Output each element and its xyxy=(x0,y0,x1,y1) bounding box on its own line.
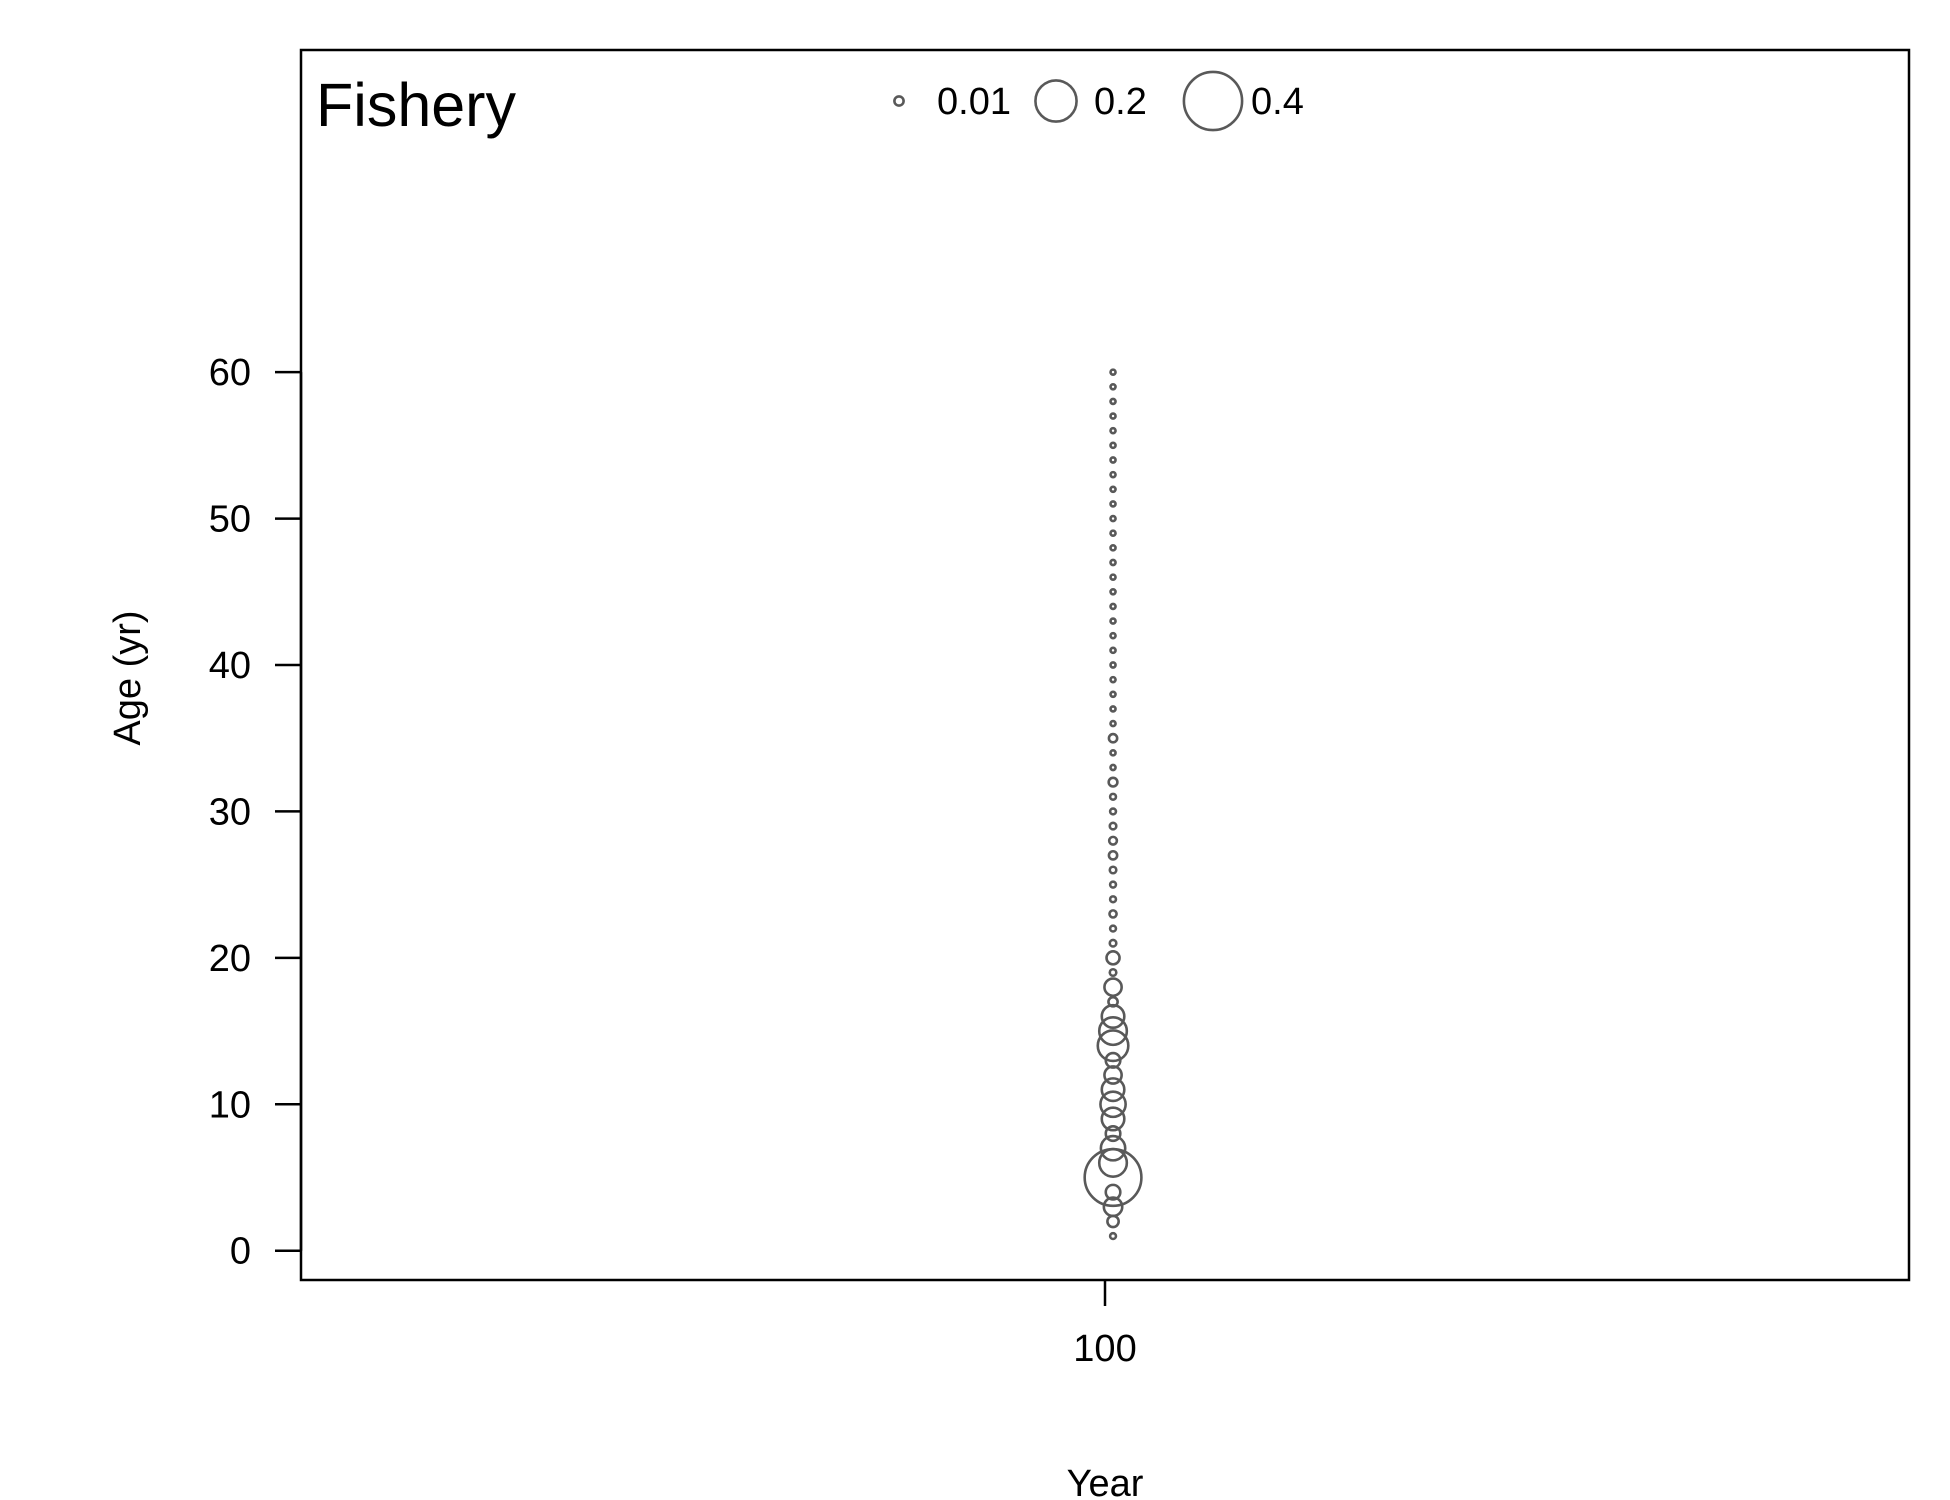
bubble-age-44 xyxy=(1109,602,1117,611)
bubble-age-21 xyxy=(1108,938,1118,948)
bubble-age-38 xyxy=(1109,690,1117,699)
bubble-age-1 xyxy=(1108,1231,1118,1241)
bubble-age-28 xyxy=(1107,835,1119,846)
bubble-age-17 xyxy=(1107,995,1119,1008)
bubble-age-20 xyxy=(1105,950,1121,966)
y-tick-label: 20 xyxy=(209,938,251,980)
bubble-series xyxy=(1083,368,1143,1241)
bubble-age-31 xyxy=(1108,792,1118,801)
bubble-age-26 xyxy=(1108,865,1118,875)
bubble-age-7 xyxy=(1099,1134,1127,1162)
legend-label: 0.01 xyxy=(937,81,1011,123)
bubble-age-41 xyxy=(1109,646,1117,655)
legend-bubble xyxy=(1034,79,1078,123)
bubble-age-57 xyxy=(1109,412,1117,420)
y-tick-label: 0 xyxy=(230,1231,251,1273)
y-tick-label: 10 xyxy=(209,1084,251,1126)
bubble-age-53 xyxy=(1109,470,1117,479)
bubble-age-35 xyxy=(1107,732,1119,744)
bubble-age-55 xyxy=(1109,441,1117,450)
bubble-age-59 xyxy=(1109,382,1117,391)
bubble-age-60 xyxy=(1109,368,1117,376)
legend-label: 0.2 xyxy=(1094,81,1147,123)
bubble-age-33 xyxy=(1109,763,1117,772)
bubble-age-49 xyxy=(1109,529,1117,538)
panel-title: Fishery xyxy=(316,71,516,139)
bubble-age-22 xyxy=(1108,924,1118,933)
bubble-age-34 xyxy=(1109,749,1117,757)
bubble-age-24 xyxy=(1108,895,1118,904)
bubble-age-46 xyxy=(1109,573,1117,581)
bubble-age-50 xyxy=(1109,514,1117,523)
x-axis: 100 xyxy=(1073,1280,1137,1370)
bubble-age-39 xyxy=(1109,675,1117,684)
bubble-age-19 xyxy=(1108,967,1118,978)
bubble-age-48 xyxy=(1109,544,1117,552)
bubble-age-29 xyxy=(1108,821,1118,831)
y-tick-label: 40 xyxy=(209,645,251,687)
legend-bubble xyxy=(1182,70,1244,132)
x-tick-label: 100 xyxy=(1073,1328,1136,1370)
bubble-age-52 xyxy=(1109,485,1117,494)
y-tick-label: 60 xyxy=(209,352,251,394)
bubble-age-36 xyxy=(1109,719,1117,728)
bubble-age-40 xyxy=(1109,661,1117,669)
size-legend: 0.01 0.2 0.4 xyxy=(893,70,1304,132)
bubble-age-14 xyxy=(1096,1029,1130,1063)
bubble-age-2 xyxy=(1106,1214,1120,1229)
bubble-age-37 xyxy=(1109,705,1117,713)
bubble-age-12 xyxy=(1103,1065,1123,1085)
bubble-age-30 xyxy=(1108,807,1118,816)
y-axis-label: Age (yr) xyxy=(107,610,149,745)
bubble-age-42 xyxy=(1109,631,1117,640)
legend-bubble xyxy=(893,95,905,107)
y-tick-label: 30 xyxy=(209,791,251,833)
bubble-age-58 xyxy=(1109,397,1117,406)
bubble-age-3 xyxy=(1102,1196,1124,1218)
bubble-age-51 xyxy=(1109,500,1117,508)
x-axis-label: Year xyxy=(1067,1463,1144,1500)
bubble-age-18 xyxy=(1103,977,1123,998)
y-tick-label: 50 xyxy=(209,499,251,541)
bubble-age-9 xyxy=(1100,1106,1126,1132)
bubble-age-43 xyxy=(1109,617,1117,625)
bubble-age-32 xyxy=(1107,776,1119,788)
bubble-age-47 xyxy=(1109,558,1117,567)
bubble-age-56 xyxy=(1109,426,1117,435)
bubble-age-4 xyxy=(1104,1183,1122,1201)
bubble-age-6 xyxy=(1097,1147,1129,1178)
bubble-age-10 xyxy=(1099,1090,1127,1119)
bubble-age-11 xyxy=(1100,1077,1126,1103)
y-axis: 0 10 20 30 40 50 60 xyxy=(209,352,303,1273)
bubble-age-23 xyxy=(1108,909,1118,919)
bubble-age-8 xyxy=(1104,1125,1122,1143)
bubble-age-25 xyxy=(1108,880,1118,889)
bubble-age-45 xyxy=(1109,587,1117,596)
legend-label: 0.4 xyxy=(1251,81,1304,123)
bubble-age-54 xyxy=(1109,456,1117,464)
bubble-age-15 xyxy=(1097,1015,1129,1047)
bubble-age-27 xyxy=(1107,849,1119,861)
